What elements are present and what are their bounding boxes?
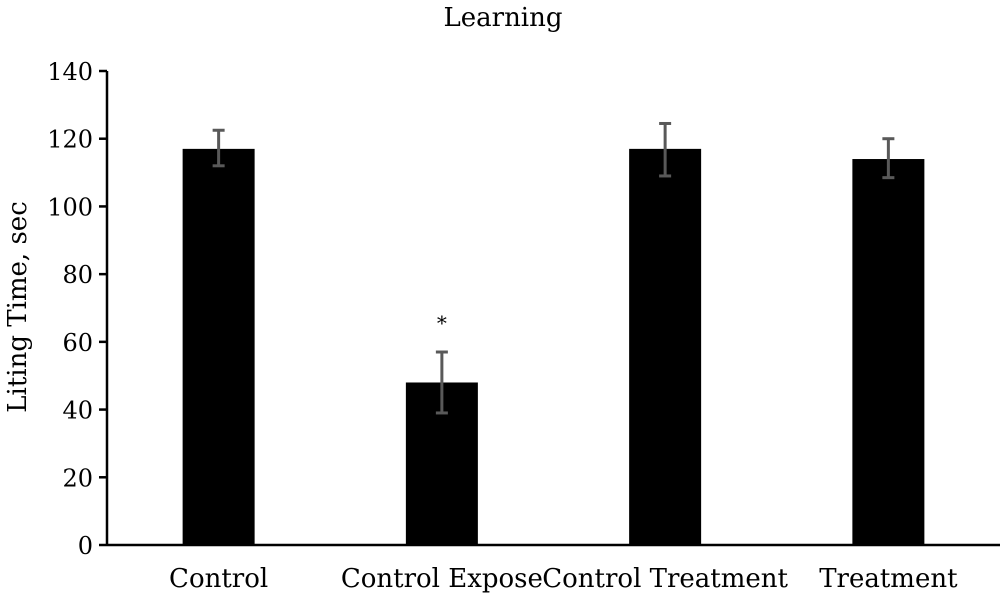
x-tick-label: Control Expose <box>341 564 543 594</box>
x-tick-label: Treatment <box>819 564 958 594</box>
x-tick-label: Control <box>169 564 268 594</box>
bar <box>852 159 925 545</box>
bar <box>629 148 702 545</box>
y-tick-label: 100 <box>47 193 93 221</box>
significance-annotation: * <box>437 311 447 335</box>
x-tick-label: Control Treatment <box>542 564 788 594</box>
y-tick-label: 120 <box>47 126 93 154</box>
y-axis-title: Liting Time, sec <box>3 201 33 413</box>
chart-title: Learning <box>443 3 562 33</box>
y-tick-label: 140 <box>47 58 93 86</box>
y-tick-label: 60 <box>62 329 93 357</box>
plot-area: 0 20 40 60 80 100 120 140 Control Control Expose C… <box>47 58 1000 594</box>
y-tick-label: 80 <box>62 261 93 289</box>
y-tick-label: 0 <box>78 532 93 560</box>
y-tick-label: 20 <box>62 464 93 492</box>
bar <box>182 148 255 545</box>
y-tick-label: 40 <box>62 397 93 425</box>
